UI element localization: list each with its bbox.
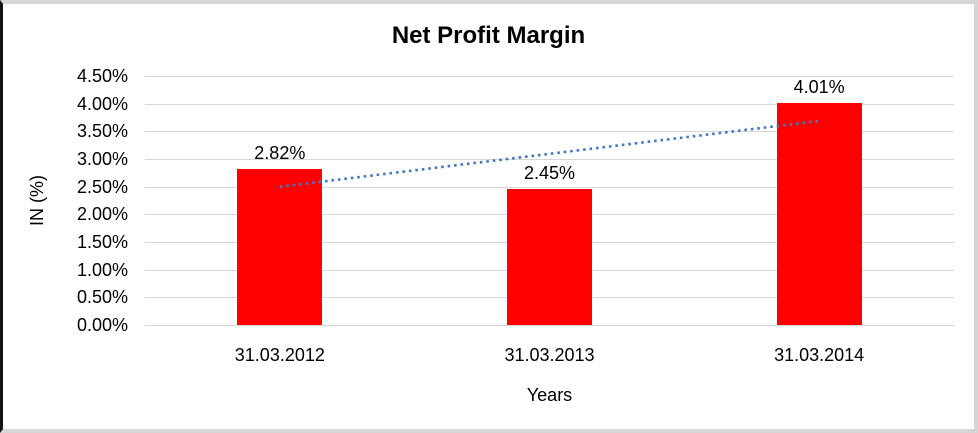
data-label: 2.82%: [254, 142, 306, 163]
gridline: [145, 186, 954, 188]
x-axis-tick-label: 31.03.2012: [234, 345, 325, 365]
y-axis-tick-label: 0.50%: [76, 287, 128, 308]
y-axis-tick-label: 3.00%: [76, 149, 128, 169]
y-axis-tick-label: 1.50%: [76, 232, 128, 252]
gridline: [145, 76, 954, 77]
data-label: 4.01%: [793, 77, 845, 98]
bar: [507, 189, 592, 325]
gridline: [145, 159, 954, 160]
trendline: [279, 119, 820, 189]
y-axis-tick-label: 4.50%: [76, 66, 128, 86]
y-axis-tick-label: 2.50%: [76, 176, 128, 197]
y-axis-tick-label: 1.00%: [76, 259, 128, 280]
x-axis-tick-label: 31.03.2014: [774, 345, 865, 365]
gridline: [145, 131, 954, 133]
data-label: 2.45%: [523, 163, 576, 184]
bar: [237, 168, 323, 325]
chart-title: Net Profit Margin: [391, 22, 586, 49]
bar: [776, 103, 862, 325]
x-axis-title: Years: [526, 385, 573, 405]
gridline: [145, 103, 954, 105]
y-axis-tick-label: 2.00%: [76, 204, 128, 225]
y-axis-tick-label: 0.00%: [76, 315, 128, 335]
y-axis-tick-label: 4.00%: [76, 93, 128, 114]
x-axis-tick-label: 31.03.2013: [504, 345, 595, 365]
gridline: [145, 325, 954, 326]
y-axis-tick-label: 3.50%: [76, 121, 128, 142]
plot-area: [145, 76, 954, 326]
